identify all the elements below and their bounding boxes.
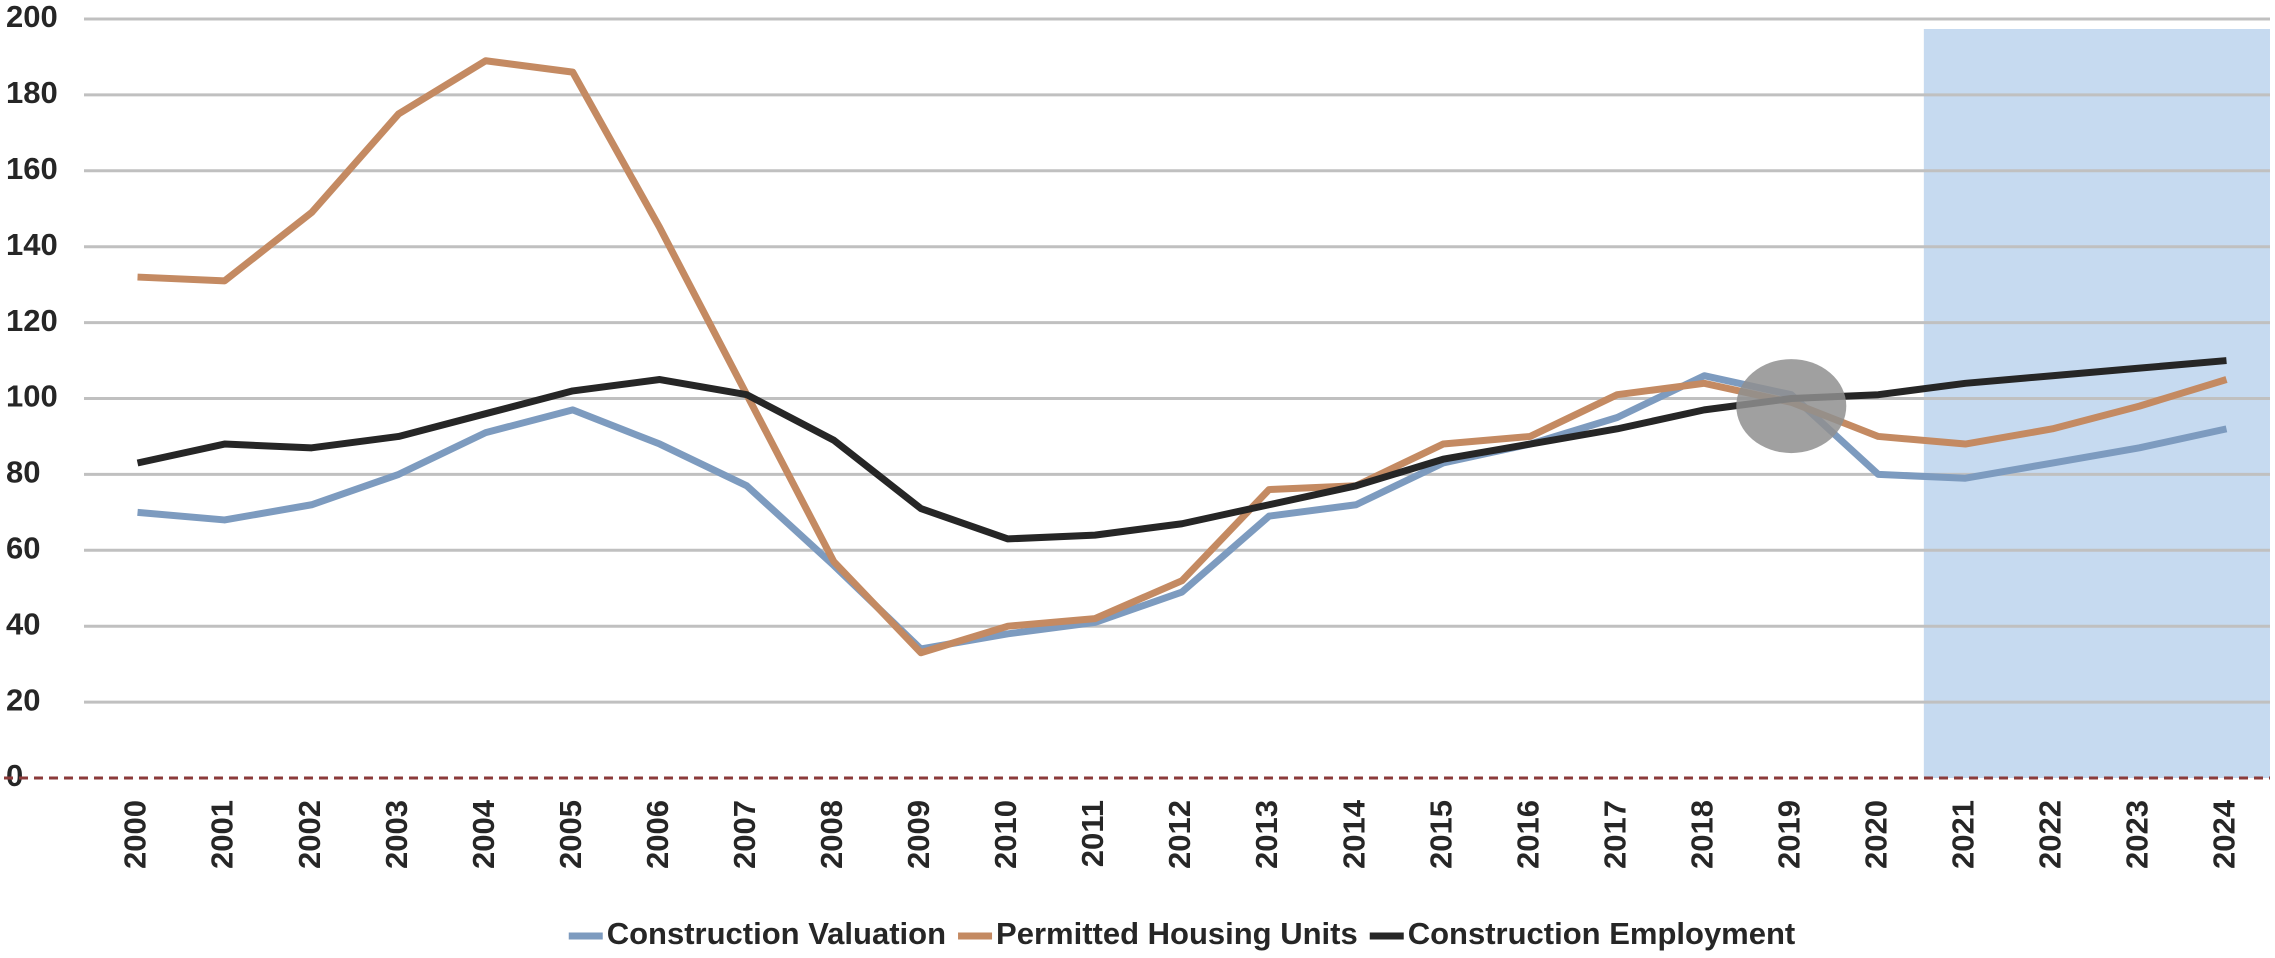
x-tick-label: 2022 bbox=[2033, 800, 2068, 869]
x-tick-label: 2009 bbox=[901, 800, 936, 869]
x-tick-label: 2000 bbox=[118, 800, 153, 869]
x-tick-label: 2014 bbox=[1336, 799, 1371, 869]
x-tick-label: 2012 bbox=[1162, 800, 1197, 869]
y-tick-label: 140 bbox=[6, 227, 58, 262]
x-tick-label: 2013 bbox=[1249, 800, 1284, 869]
x-tick-label: 2001 bbox=[205, 800, 240, 869]
legend-label: Permitted Housing Units bbox=[996, 916, 1358, 951]
legend-label: Construction Employment bbox=[1408, 916, 1796, 951]
y-tick-label: 120 bbox=[6, 303, 58, 338]
y-tick-label: 200 bbox=[6, 0, 58, 34]
forecast-region bbox=[1923, 29, 2270, 778]
annotation-circle bbox=[1736, 359, 1847, 454]
x-tick-label: 2002 bbox=[292, 800, 327, 869]
y-tick-label: 100 bbox=[6, 379, 58, 414]
x-tick-label: 2020 bbox=[1859, 800, 1894, 869]
x-tick-label: 2004 bbox=[466, 799, 501, 869]
x-tick-label: 2024 bbox=[2207, 799, 2242, 869]
y-tick-label: 20 bbox=[6, 682, 40, 717]
x-tick-label: 2011 bbox=[1075, 800, 1110, 867]
x-tick-label: 2010 bbox=[988, 800, 1023, 869]
x-tick-label: 2016 bbox=[1510, 800, 1545, 869]
y-tick-label: 0 bbox=[6, 758, 23, 793]
y-tick-label: 40 bbox=[6, 606, 40, 641]
series-line bbox=[137, 372, 2228, 653]
x-tick-label: 2008 bbox=[814, 800, 849, 869]
y-tick-label: 80 bbox=[6, 455, 40, 490]
x-tick-label: 2005 bbox=[553, 800, 588, 869]
y-tick-label: 180 bbox=[6, 75, 58, 110]
y-tick-label: 60 bbox=[6, 530, 40, 565]
x-tick-label: 2021 bbox=[1946, 800, 1981, 869]
x-tick-label: 2003 bbox=[379, 800, 414, 869]
x-tick-label: 2019 bbox=[1771, 800, 1806, 869]
x-tick-label: 2006 bbox=[640, 800, 675, 869]
series-line bbox=[137, 57, 2228, 657]
x-tick-label: 2017 bbox=[1597, 800, 1632, 869]
x-tick-label: 2015 bbox=[1423, 800, 1458, 869]
x-tick-label: 2023 bbox=[2120, 800, 2155, 869]
series-line bbox=[136, 357, 2227, 543]
legend-label: Construction Valuation bbox=[607, 916, 946, 951]
x-tick-label: 2007 bbox=[727, 800, 762, 869]
x-tick-label: 2018 bbox=[1684, 800, 1719, 869]
y-tick-label: 160 bbox=[6, 151, 58, 186]
